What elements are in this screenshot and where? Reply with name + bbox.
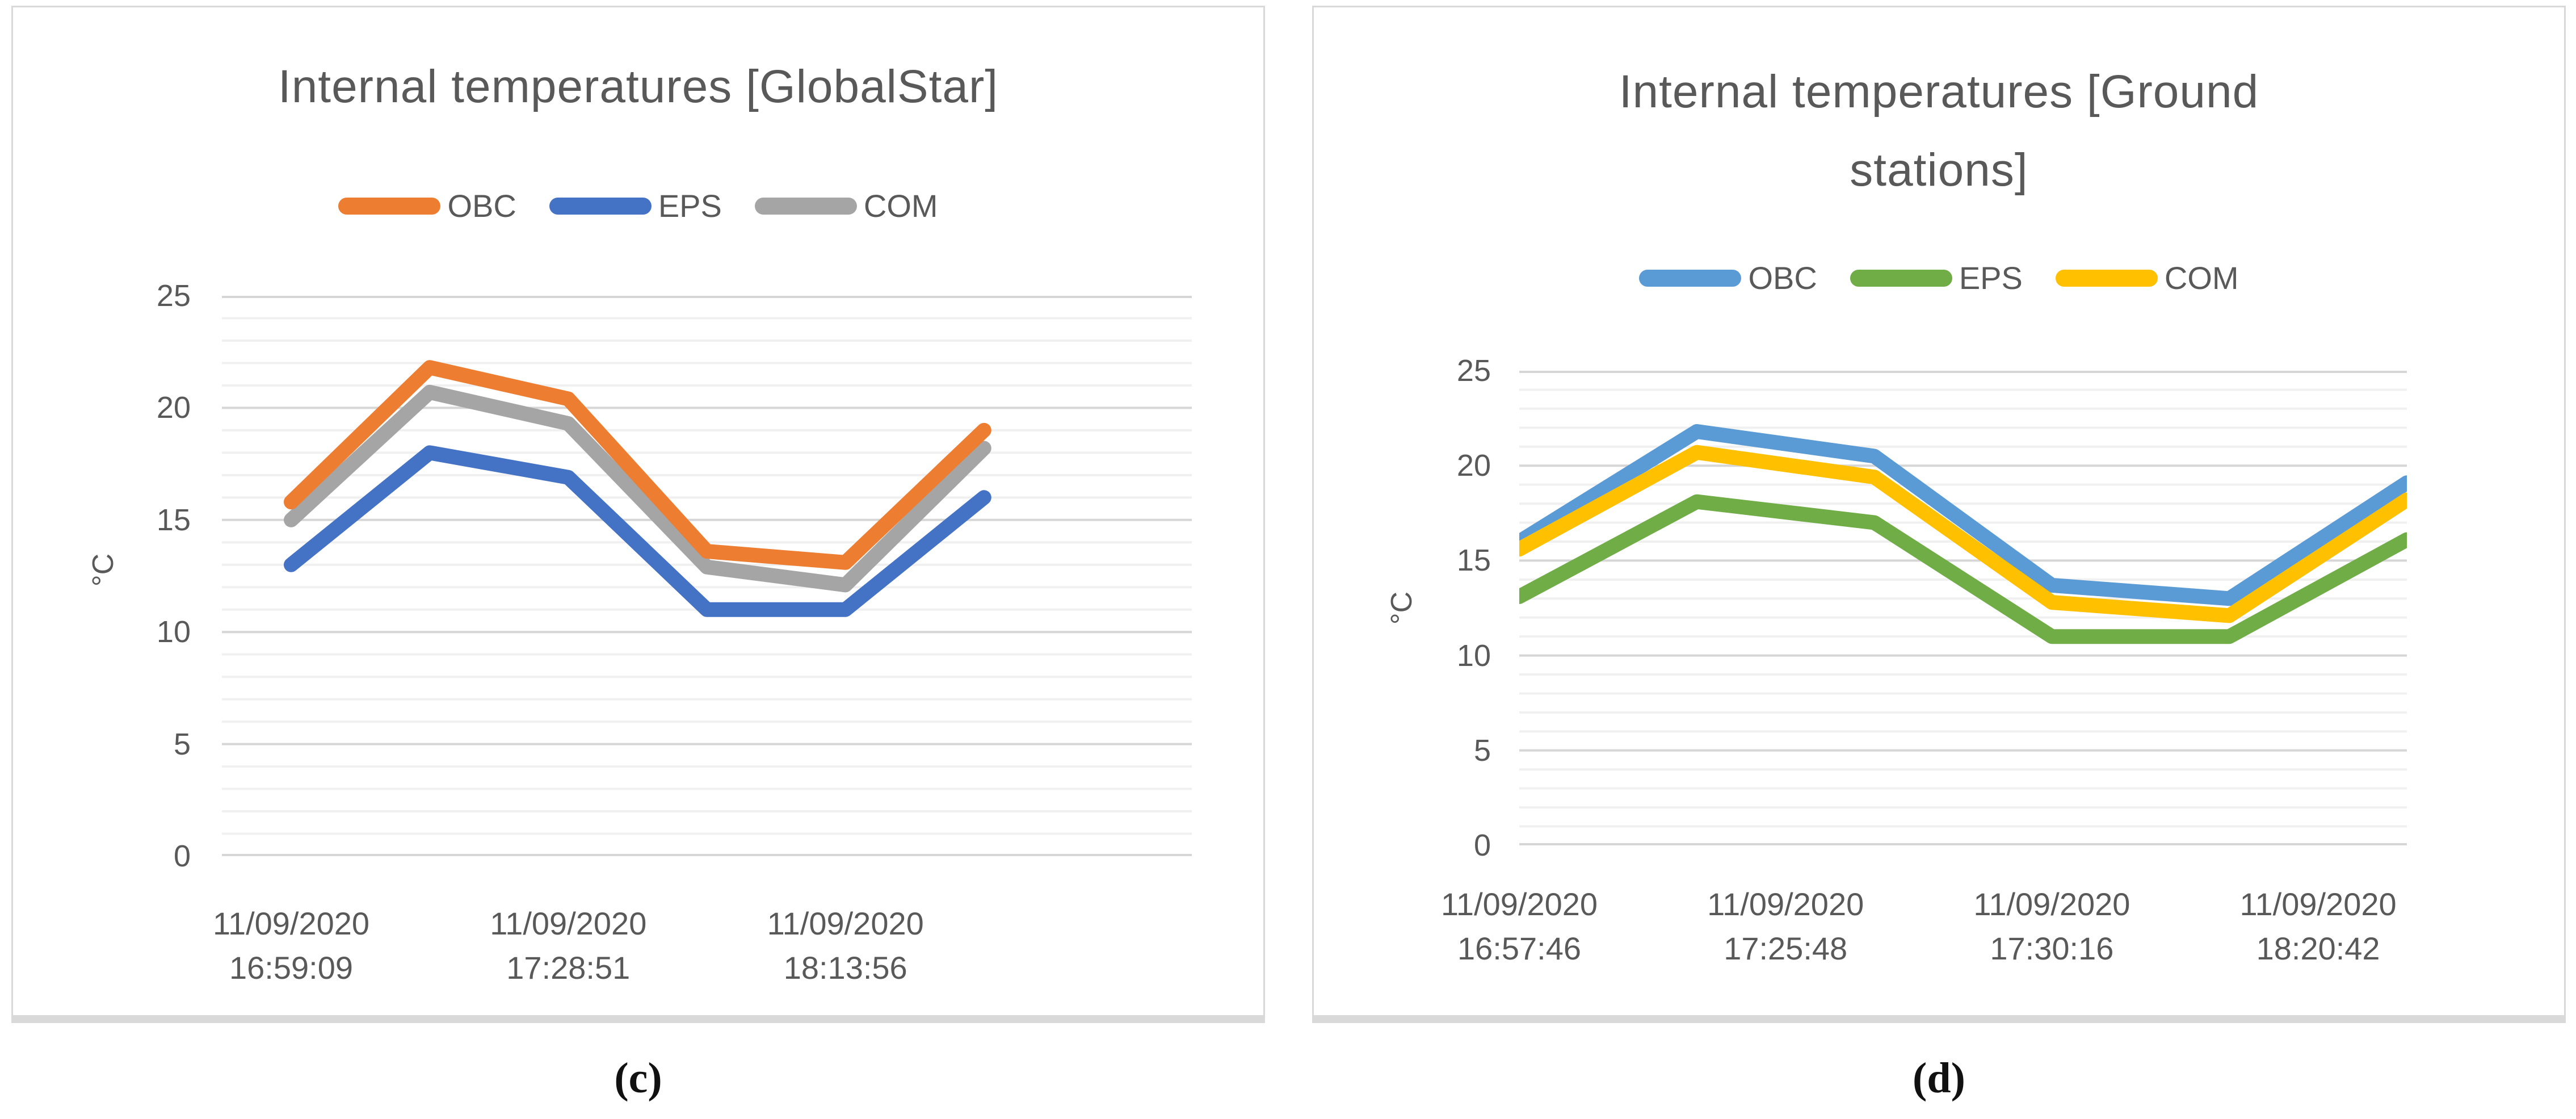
legend-label: COM [863, 188, 938, 224]
x-tick-time: 17:30:16 [1990, 931, 2114, 966]
y-tick-label: 15 [1456, 543, 1491, 578]
x-tick-date: 11/09/2020 [2239, 886, 2397, 922]
chart-title: Internal temperatures [GlobalStar] [13, 59, 1263, 115]
x-tick-label: 11/09/2020 17:28:51 [490, 902, 646, 990]
plot-area [1519, 371, 2407, 845]
x-tick-label: 11/09/2020 18:20:42 [2240, 882, 2397, 971]
y-tick-label: 0 [173, 839, 191, 873]
series-line-obc [1519, 424, 2407, 606]
chart-legend: OBC EPS COM [1314, 259, 2564, 296]
series-line-eps [1519, 494, 2407, 644]
chart-title: Internal temperatures [Ground stations] [1314, 53, 2564, 209]
y-tick-label: 25 [1456, 354, 1491, 388]
legend-item-com: COM [754, 187, 938, 224]
x-tick-label: 11/09/2020 17:30:16 [1973, 882, 2130, 971]
x-tick-time: 16:59:09 [229, 950, 353, 986]
series-line-eps [284, 445, 991, 617]
x-tick-time: 17:25:48 [1724, 931, 1848, 966]
y-tick-label: 0 [1473, 828, 1491, 862]
legend-line-swatch-com [754, 197, 857, 215]
chart-title-line: stations] [1850, 144, 2028, 196]
x-tick-date: 11/09/2020 [490, 906, 647, 941]
subfigure-caption-d: (d) [1913, 1054, 1965, 1102]
subfigure-caption-c: (c) [614, 1054, 662, 1102]
series-line-obc [284, 360, 991, 570]
legend-item-obc: OBC [338, 187, 516, 224]
x-tick-date: 11/09/2020 [1440, 886, 1598, 922]
legend-line-swatch-com [2055, 269, 2158, 287]
legend-line-swatch-eps [549, 197, 652, 215]
y-tick-label: 10 [1456, 638, 1491, 673]
legend-line-swatch-eps [1850, 269, 1952, 287]
x-tick-label: 11/09/2020 16:59:09 [213, 902, 369, 990]
legend-line-swatch-obc [338, 197, 441, 215]
chart-panel-ground-stations: Internal temperatures [Ground stations] OB… [1312, 6, 2566, 1023]
legend-line-swatch-obc [1639, 269, 1742, 287]
y-tick-label: 10 [156, 615, 191, 649]
x-tick-date: 11/09/2020 [767, 906, 924, 941]
legend-item-obc: OBC [1639, 259, 1817, 296]
legend-label: OBC [447, 188, 516, 224]
y-tick-label: 5 [1473, 733, 1491, 768]
legend-item-eps: EPS [1850, 259, 2023, 296]
y-axis-unit-label: °C [87, 553, 120, 587]
plot-area [222, 296, 1192, 856]
y-tick-label: 25 [156, 279, 191, 313]
legend-label: COM [2164, 260, 2239, 296]
x-tick-time: 17:28:51 [506, 950, 631, 986]
series-line-com [284, 384, 991, 593]
x-tick-time: 18:20:42 [2256, 931, 2380, 966]
y-axis-unit-label: °C [1385, 591, 1418, 625]
chart-panel-globalstar: Internal temperatures [GlobalStar] OBC EPS… [11, 6, 1265, 1023]
chart-title-line: Internal temperatures [Ground [1619, 66, 2259, 118]
legend-item-eps: EPS [549, 187, 722, 224]
x-tick-label: 11/09/2020 16:57:46 [1441, 882, 1598, 971]
y-tick-label: 15 [156, 502, 191, 537]
x-tick-date: 11/09/2020 [1973, 886, 2130, 922]
x-tick-label: 11/09/2020 17:25:48 [1707, 882, 1864, 971]
x-tick-time: 18:13:56 [783, 950, 907, 986]
series-line-com [1519, 445, 2407, 623]
legend-label: EPS [1959, 260, 2023, 296]
legend-label: EPS [658, 188, 722, 224]
y-tick-label: 20 [1456, 449, 1491, 483]
chart-legend: OBC EPS COM [13, 187, 1263, 224]
x-tick-date: 11/09/2020 [212, 906, 370, 941]
x-tick-label: 11/09/2020 18:13:56 [767, 902, 924, 990]
y-tick-label: 5 [173, 727, 191, 761]
legend-label: OBC [1748, 260, 1817, 296]
legend-item-com: COM [2055, 259, 2239, 296]
x-tick-date: 11/09/2020 [1707, 886, 1864, 922]
x-tick-time: 16:57:46 [1457, 931, 1581, 966]
y-tick-label: 20 [156, 391, 191, 425]
chart-title-line: Internal temperatures [GlobalStar] [278, 61, 999, 112]
